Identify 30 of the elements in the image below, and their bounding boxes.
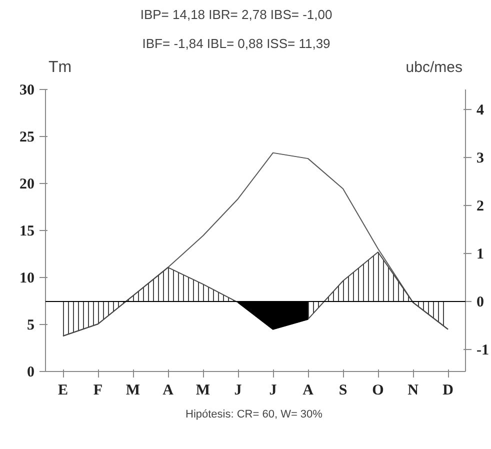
y-tick-label: 0 <box>27 364 34 380</box>
text: IBP= 14,18 IBR= 2,78 IBS= -1,00 <box>140 7 332 22</box>
y-tick-label: 25 <box>20 130 34 146</box>
y-tick-label: 5 <box>27 318 34 334</box>
x-tick-label: F <box>93 382 103 398</box>
x-tick-label: E <box>58 382 68 398</box>
text: IBF= -1,84 IBL= 0,88 ISS= 11,39 <box>142 36 330 51</box>
x-tick-label: M <box>126 382 140 398</box>
text: Hipótesis: CR= 60, W= 30% <box>186 408 323 420</box>
y-axis-title: Tm <box>48 59 72 76</box>
x-tick-label: J <box>269 382 278 398</box>
x-tick-label: N <box>408 382 419 398</box>
y2-axis-title: ubc/mes <box>406 59 463 76</box>
y2-tick-label: 4 <box>476 102 484 119</box>
x-tick-label: D <box>442 382 454 398</box>
x-tick-label: A <box>302 382 314 398</box>
x-tick-label: M <box>196 382 210 398</box>
y2-tick-label: 2 <box>476 198 484 215</box>
y-tick-label: 30 <box>20 82 34 98</box>
y-tick-label: 20 <box>20 176 34 192</box>
y2-tick-label: -1 <box>476 342 489 358</box>
y-tick-label: 10 <box>20 270 34 286</box>
x-tick-label: O <box>372 382 384 398</box>
y-tick-label: 15 <box>20 224 34 240</box>
y2-tick-label: 1 <box>476 246 484 263</box>
x-tick-label: S <box>338 382 348 398</box>
x-tick-label: J <box>234 382 242 398</box>
y2-tick-label: 0 <box>476 294 484 310</box>
y2-tick-label: 3 <box>476 150 484 167</box>
x-tick-label: A <box>162 382 174 398</box>
